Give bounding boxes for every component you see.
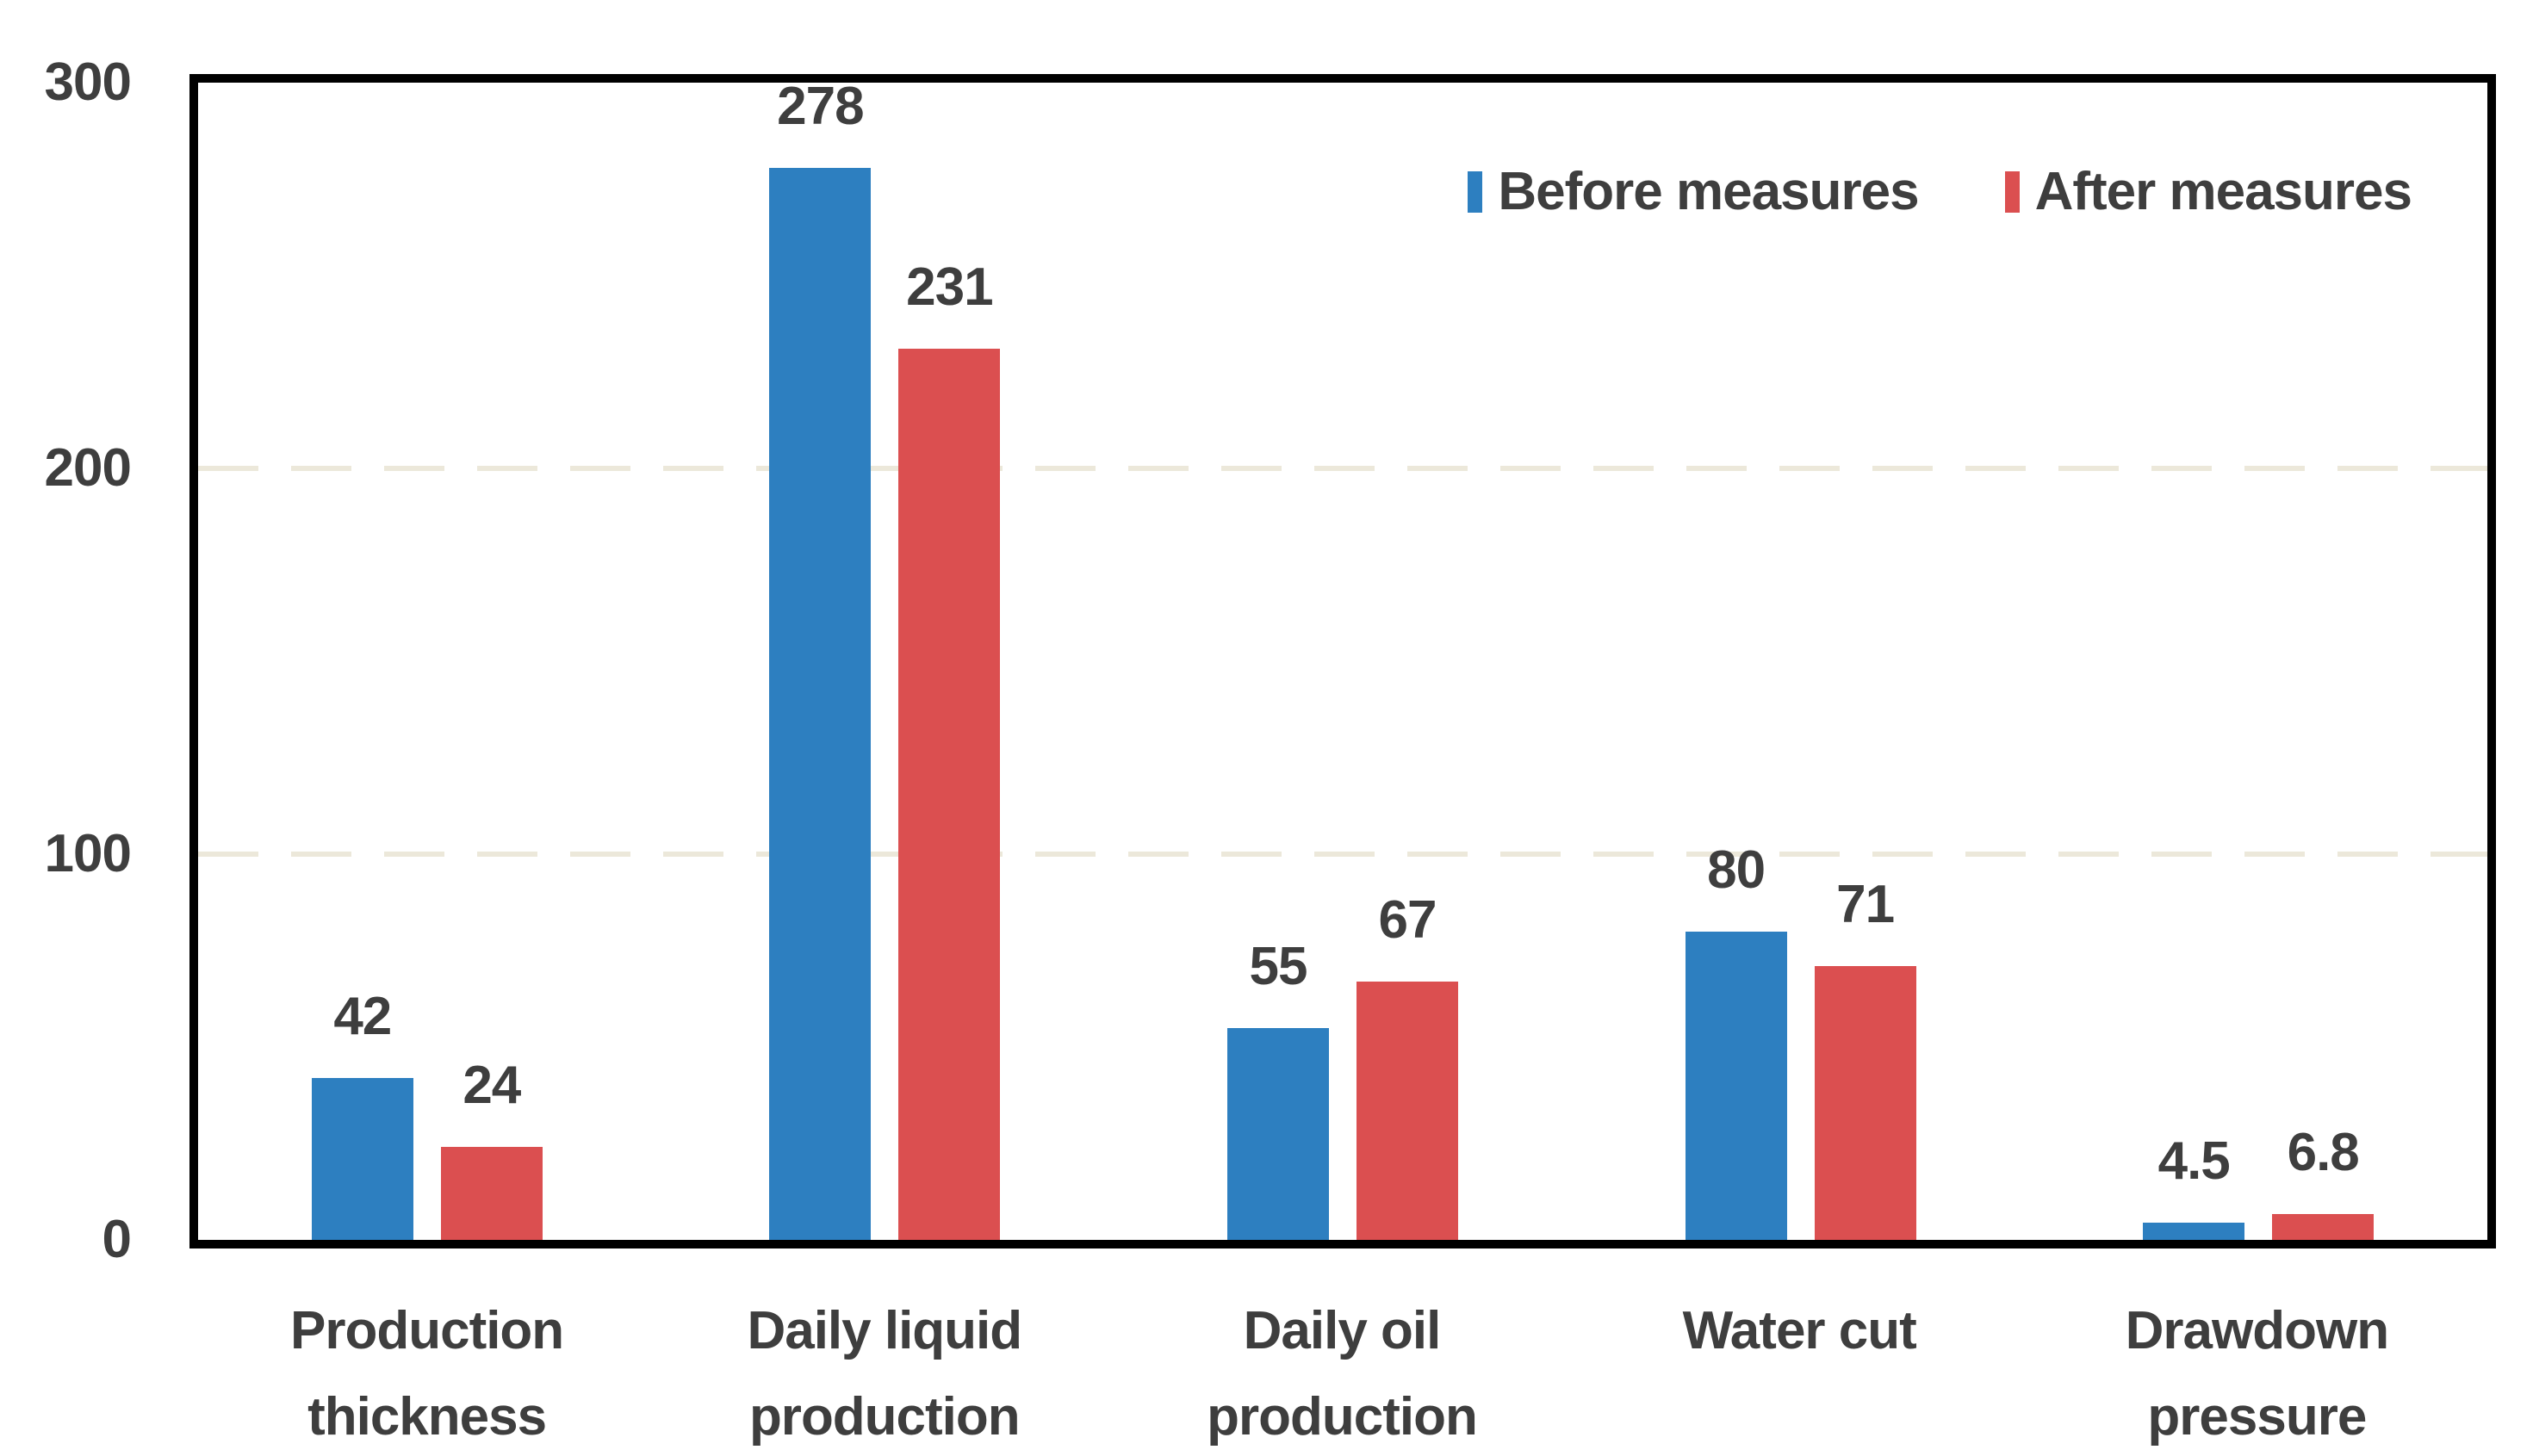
bar-after-measures-3 [1814, 965, 1916, 1240]
bar-after-measures-1 [898, 349, 1001, 1240]
bar-before-measures-0 [311, 1077, 413, 1240]
value-label-after-measures-1: 231 [906, 257, 993, 318]
plot-area: 42 278 55 80 4.5 24 231 67 71 6.8 Before measures… [189, 74, 2496, 1248]
legend: Before measures After measures [1468, 165, 2412, 219]
legend-label-after-measures: After measures [2034, 162, 2412, 221]
value-label-before-measures-1: 278 [777, 76, 864, 136]
category-label-4: Drawdown pressure [2125, 1301, 2389, 1447]
bar-before-measures-4 [2143, 1222, 2245, 1240]
value-label-after-measures-2: 67 [1378, 889, 1437, 950]
bar-after-measures-0 [440, 1147, 543, 1240]
category-label-1: Daily liquid production [747, 1301, 1022, 1447]
category-label-3: Water cut [1682, 1301, 1917, 1360]
y-tick-label-300: 300 [44, 53, 132, 112]
value-label-after-measures-4: 6.8 [2287, 1122, 2360, 1182]
value-label-after-measures-0: 24 [463, 1056, 521, 1116]
value-label-before-measures-3: 80 [1707, 840, 1766, 900]
bar-after-measures-2 [1357, 981, 1458, 1240]
legend-item-after-measures: After measures [2004, 162, 2412, 221]
category-label-2: Daily oil production [1207, 1301, 1478, 1447]
legend-label-before-measures: Before measures [1498, 162, 1919, 221]
category-label-0: Production thickness [289, 1301, 564, 1447]
value-label-before-measures-0: 42 [333, 986, 392, 1046]
value-label-before-measures-2: 55 [1249, 936, 1308, 996]
legend-item-before-measures: Before measures [1468, 162, 1920, 221]
y-tick-label-200: 200 [44, 438, 132, 498]
y-tick-label-100: 100 [44, 824, 132, 883]
legend-swatch-after-measures-icon [2004, 171, 2020, 213]
value-label-after-measures-3: 71 [1836, 874, 1895, 934]
gridline-100 [198, 851, 2487, 857]
y-tick-label-0: 0 [102, 1210, 132, 1269]
value-label-before-measures-4: 4.5 [2157, 1131, 2231, 1191]
bar-before-measures-1 [769, 167, 872, 1240]
gridline-200 [198, 465, 2487, 471]
bar-before-measures-3 [1685, 931, 1787, 1240]
bar-before-measures-2 [1227, 1027, 1329, 1240]
legend-swatch-before-measures-icon [1468, 171, 1483, 213]
bar-after-measures-4 [2272, 1213, 2375, 1240]
